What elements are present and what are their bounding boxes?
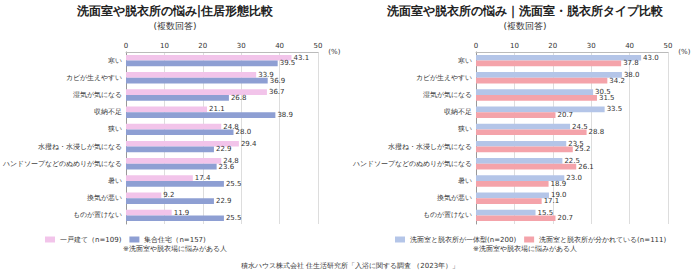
- svg-text:0: 0: [474, 42, 478, 50]
- svg-text:23.0: 23.0: [566, 174, 582, 182]
- svg-text:43.0: 43.0: [643, 54, 659, 62]
- svg-text:一戸建て（n=109): 一戸建て（n=109): [60, 236, 122, 244]
- svg-text:水撥ね・水浸しが気になる: 水撥ね・水浸しが気になる: [38, 143, 122, 151]
- svg-text:40: 40: [275, 42, 284, 50]
- svg-text:(複数回答): (複数回答): [153, 21, 196, 31]
- svg-text:19.0: 19.0: [551, 191, 567, 200]
- svg-text:集合住宅（n=157): 集合住宅（n=157): [144, 236, 206, 244]
- svg-text:22.9: 22.9: [216, 145, 232, 153]
- svg-text:25.5: 25.5: [226, 180, 242, 188]
- svg-text:29.4: 29.4: [241, 140, 257, 148]
- svg-text:カビが生えやすい: カビが生えやすい: [66, 74, 122, 82]
- svg-text:10: 10: [160, 42, 169, 50]
- svg-text:23.6: 23.6: [219, 163, 235, 171]
- svg-text:※洗面室や脱衣場に悩みがある人: ※洗面室や脱衣場に悩みがある人: [123, 245, 227, 253]
- svg-text:10: 10: [510, 42, 519, 50]
- svg-text:狭い: 狭い: [458, 125, 472, 133]
- svg-text:湿気が気になる: 湿気が気になる: [73, 91, 122, 99]
- svg-text:換気が悪い: 換気が悪い: [87, 194, 122, 202]
- svg-text:25.2: 25.2: [575, 145, 591, 153]
- svg-text:33.5: 33.5: [607, 105, 623, 113]
- svg-text:17.1: 17.1: [544, 197, 560, 205]
- svg-text:※洗面室や脱衣場に悩みがある人: ※洗面室や脱衣場に悩みがある人: [473, 245, 577, 253]
- svg-text:28.8: 28.8: [589, 128, 605, 136]
- svg-text:38.0: 38.0: [624, 71, 640, 79]
- svg-text:洗面室や脱衣所の悩み｜洗面室・脱衣所タイプ比較: 洗面室や脱衣所の悩み｜洗面室・脱衣所タイプ比較: [386, 4, 664, 19]
- svg-text:9.2: 9.2: [163, 191, 174, 199]
- svg-text:43.1: 43.1: [294, 54, 310, 62]
- svg-text:換気が悪い: 換気が悪い: [437, 194, 472, 202]
- svg-text:23.5: 23.5: [568, 139, 584, 148]
- svg-text:湿気が気になる: 湿気が気になる: [423, 91, 472, 99]
- svg-text:38.9: 38.9: [277, 111, 293, 119]
- svg-text:0: 0: [124, 42, 128, 50]
- svg-text:24.8: 24.8: [223, 122, 239, 131]
- svg-text:26.8: 26.8: [231, 94, 247, 102]
- svg-text:ものが置けない: ものが置けない: [73, 211, 122, 219]
- svg-text:22.5: 22.5: [564, 157, 580, 165]
- svg-text:狭い: 狭い: [108, 125, 122, 133]
- svg-text:30: 30: [587, 42, 596, 50]
- svg-text:36.7: 36.7: [269, 88, 285, 96]
- svg-text:洗面室と脱衣所が一体型(n=200): 洗面室と脱衣所が一体型(n=200): [410, 236, 516, 244]
- svg-text:34.2: 34.2: [609, 77, 625, 85]
- svg-text:50: 50: [314, 42, 323, 50]
- svg-text:21.1: 21.1: [209, 105, 225, 113]
- svg-text:寒い: 寒い: [108, 57, 122, 65]
- svg-text:洗面室と脱衣所が分かれている(n=111): 洗面室と脱衣所が分かれている(n=111): [539, 236, 666, 244]
- svg-text:24.5: 24.5: [572, 123, 588, 131]
- svg-text:25.5: 25.5: [226, 214, 242, 222]
- svg-text:カビが生えやすい: カビが生えやすい: [416, 74, 472, 82]
- svg-text:ハンドソープなどのぬめりが気になる: ハンドソープなどのぬめりが気になる: [352, 160, 472, 168]
- svg-text:20: 20: [548, 42, 557, 50]
- svg-text:31.5: 31.5: [599, 94, 615, 102]
- svg-text:40: 40: [625, 42, 634, 50]
- svg-text:(%): (%): [328, 48, 340, 56]
- svg-text:50: 50: [664, 42, 673, 50]
- svg-text:26.1: 26.1: [578, 163, 594, 171]
- svg-text:20.7: 20.7: [557, 111, 573, 119]
- svg-text:暑い: 暑い: [108, 177, 122, 185]
- svg-text:17.4: 17.4: [195, 174, 211, 182]
- svg-text:33.9: 33.9: [258, 71, 274, 79]
- svg-text:36.9: 36.9: [270, 77, 286, 85]
- svg-text:22.9: 22.9: [216, 197, 232, 205]
- svg-text:15.5: 15.5: [538, 209, 554, 217]
- svg-text:11.9: 11.9: [174, 209, 190, 217]
- svg-text:収納不足: 収納不足: [94, 108, 122, 116]
- svg-text:(複数回答): (複数回答): [503, 21, 546, 31]
- svg-text:(%): (%): [678, 48, 690, 56]
- svg-text:収納不足: 収納不足: [444, 108, 472, 116]
- svg-text:ものが置けない: ものが置けない: [423, 211, 472, 219]
- svg-text:積水ハウス株式会社 住生活研究所「入浴に関する調査 （202: 積水ハウス株式会社 住生活研究所「入浴に関する調査 （2023年）」: [241, 262, 459, 270]
- svg-text:寒い: 寒い: [458, 57, 472, 65]
- svg-text:28.0: 28.0: [236, 128, 252, 136]
- svg-text:20.7: 20.7: [557, 214, 573, 222]
- svg-text:暑い: 暑い: [458, 177, 472, 185]
- svg-text:30.5: 30.5: [595, 88, 611, 97]
- svg-text:37.8: 37.8: [623, 59, 639, 67]
- svg-text:20: 20: [198, 42, 207, 50]
- svg-text:洗面室や脱衣所の悩み|住居形態比較: 洗面室や脱衣所の悩み|住居形態比較: [76, 4, 274, 18]
- svg-text:30: 30: [237, 42, 246, 50]
- svg-text:水撥ね・水浸しが気になる: 水撥ね・水浸しが気になる: [388, 143, 472, 151]
- svg-text:18.9: 18.9: [551, 180, 567, 188]
- svg-text:39.5: 39.5: [280, 59, 296, 67]
- svg-text:24.8: 24.8: [223, 157, 239, 165]
- svg-text:ハンドソープなどのぬめりが気になる: ハンドソープなどのぬめりが気になる: [2, 160, 122, 168]
